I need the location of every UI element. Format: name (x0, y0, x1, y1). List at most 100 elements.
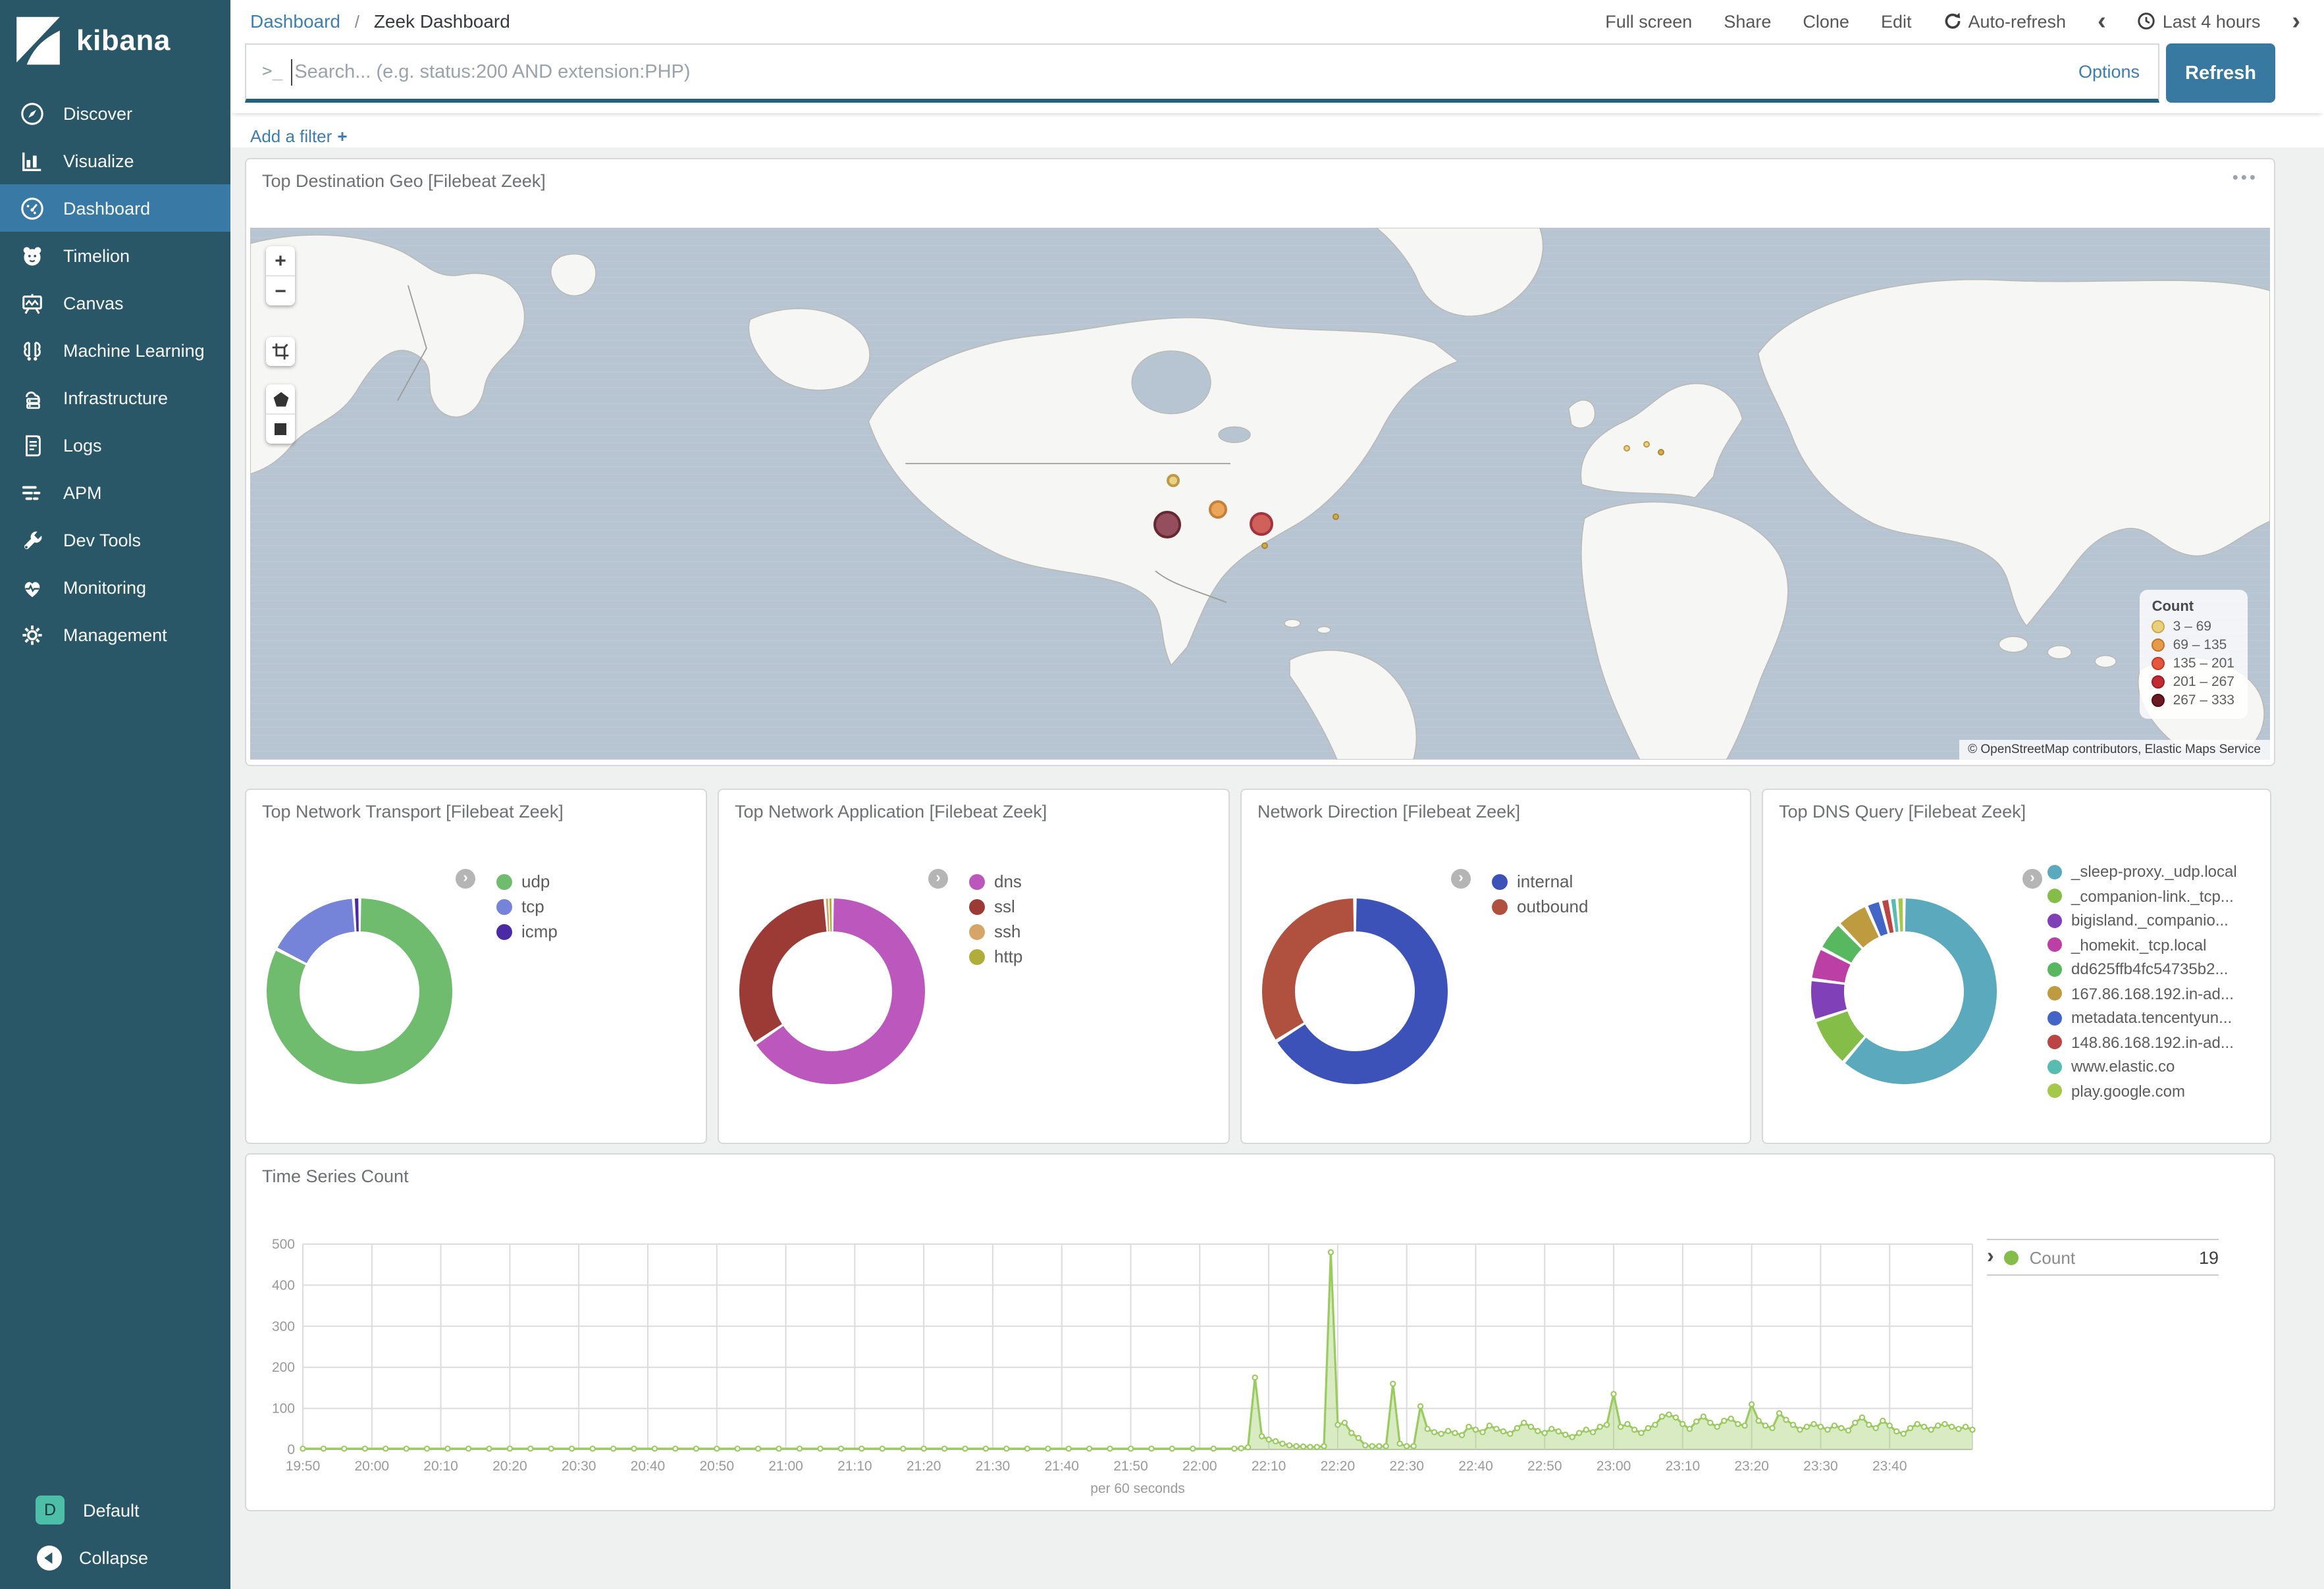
legend-swatch (496, 924, 512, 939)
fit-bounds-crop-button[interactable] (266, 337, 295, 366)
sidebar-item-apm[interactable]: APM (0, 469, 230, 516)
donut-slice-dns[interactable] (756, 899, 925, 1084)
legend-item[interactable]: 148.86.168.192.in-ad... (2047, 1030, 2237, 1055)
map-circle-marker[interactable] (1643, 440, 1651, 448)
legend-item[interactable]: _sleep-proxy._udp.local (2047, 860, 2237, 884)
svg-text:23:20: 23:20 (1734, 1459, 1769, 1474)
sidebar-item-dev-tools[interactable]: Dev Tools (0, 516, 230, 563)
donut-slice-internal[interactable] (1277, 899, 1448, 1084)
sidebar-item-management[interactable]: Management (0, 611, 230, 658)
donut-slice-148.86.168.192.in-ad...[interactable] (1882, 900, 1894, 933)
panel-top-destination-geo: Top Destination Geo [Filebeat Zeek] ••• (245, 158, 2275, 766)
donut-slice-_homekit._tcp.local[interactable] (1812, 950, 1851, 983)
legend-item[interactable]: tcp (496, 894, 558, 919)
legend-toggle-icon[interactable]: › (456, 869, 475, 889)
legend-item[interactable]: _companion-link._tcp... (2047, 884, 2237, 908)
legend-item[interactable]: internal (1492, 869, 1588, 894)
time-range-next-button[interactable]: › (2292, 7, 2300, 35)
panel-options-icon[interactable]: ••• (2232, 167, 2258, 187)
clone-button[interactable]: Clone (1803, 11, 1849, 31)
legend-item[interactable]: www.elastic.co (2047, 1055, 2237, 1079)
sidebar-item-machine-learning[interactable]: Machine Learning (0, 326, 230, 374)
breadcrumb-dashboard-link[interactable]: Dashboard (250, 11, 340, 32)
dashboard-grid: Top Destination Geo [Filebeat Zeek] ••• (230, 147, 2324, 1589)
map-circle-marker[interactable] (1167, 474, 1180, 488)
time-range-picker[interactable]: Last 4 hours (2138, 11, 2260, 31)
full-screen-button[interactable]: Full screen (1605, 11, 1693, 31)
donut-slice-metadata.tencentyun...[interactable] (1868, 902, 1888, 937)
donut-slice-ssl[interactable] (739, 899, 828, 1042)
sidebar-item-timelion[interactable]: Timelion (0, 232, 230, 279)
draw-rectangle-button[interactable] (266, 413, 295, 444)
donut-slice-167.86.168.192.in-ad...[interactable] (1840, 907, 1880, 948)
edit-button[interactable]: Edit (1880, 11, 1912, 31)
sidebar-item-dashboard[interactable]: Dashboard (0, 184, 230, 232)
legend-item[interactable]: _homekit._tcp.local (2047, 933, 2237, 957)
legend-toggle-icon[interactable]: › (2022, 869, 2042, 889)
draw-polygon-button[interactable] (266, 384, 295, 413)
svg-text:19:50: 19:50 (286, 1459, 321, 1474)
world-map[interactable]: + − (250, 228, 2270, 760)
apm-icon (18, 479, 45, 506)
legend-swatch (2047, 1010, 2062, 1026)
auto-refresh-button[interactable]: Auto-refresh (1943, 11, 2066, 31)
svg-text:21:20: 21:20 (907, 1459, 941, 1474)
zoom-out-button[interactable]: − (266, 275, 295, 305)
legend-item[interactable]: play.google.com (2047, 1079, 2237, 1103)
legend-item[interactable]: ssl (969, 894, 1022, 919)
legend-item[interactable]: metadata.tencentyun... (2047, 1006, 2237, 1030)
legend-swatch (2047, 1083, 2062, 1099)
svg-text:23:30: 23:30 (1803, 1459, 1838, 1474)
donut-slice-_companion-link._tcp...[interactable] (1816, 1010, 1865, 1061)
legend-item[interactable]: http (969, 944, 1022, 969)
map-circle-marker[interactable] (1209, 500, 1228, 519)
gear-icon (18, 621, 45, 648)
legend-item[interactable]: dns (969, 869, 1022, 894)
legend-swatch (2047, 889, 2062, 904)
options-link[interactable]: Options (2078, 62, 2140, 82)
sidebar-item-monitoring[interactable]: Monitoring (0, 563, 230, 611)
legend-swatch (2047, 913, 2062, 928)
legend-toggle-icon[interactable]: › (1451, 869, 1471, 889)
legend-item[interactable]: bigisland._companio... (2047, 908, 2237, 933)
legend-item[interactable]: ssh (969, 919, 1022, 944)
sidebar-item-default-space[interactable]: D Default (0, 1486, 230, 1534)
sidebar-item-infrastructure[interactable]: Infrastructure (0, 374, 230, 421)
legend-swatch (496, 873, 512, 889)
dashboard-menu: Full screen Share Clone Edit Auto-refres… (1605, 9, 2300, 34)
refresh-button[interactable]: Refresh (2166, 43, 2275, 103)
map-controls: + − (266, 246, 295, 444)
share-button[interactable]: Share (1724, 11, 1772, 31)
add-filter-link[interactable]: Add a filter + (250, 126, 348, 145)
legend-item[interactable]: udp (496, 869, 558, 894)
map-circle-marker[interactable] (1261, 542, 1269, 550)
donut-slice-_sleep-proxy._udp.local[interactable] (1845, 899, 1997, 1084)
search-input[interactable] (292, 45, 2078, 98)
map-circle-marker[interactable] (1623, 445, 1630, 452)
sidebar-item-logs[interactable]: Logs (0, 421, 230, 469)
map-circle-marker[interactable] (1249, 511, 1273, 536)
legend-item[interactable]: outbound (1492, 894, 1588, 919)
svg-text:22:10: 22:10 (1252, 1459, 1286, 1474)
legend-toggle-icon[interactable]: › (928, 869, 948, 889)
legend-item-count[interactable]: › Count 19 (1987, 1239, 2219, 1276)
donut-slice-tcp[interactable] (277, 899, 356, 964)
donut-slice-bigisland._companio...[interactable] (1811, 981, 1847, 1019)
map-circle-marker[interactable] (1332, 513, 1339, 521)
donut-slice-dd625ffb4fc54735b2...[interactable] (1822, 925, 1862, 964)
kibana-logo[interactable]: kibana (0, 0, 230, 79)
map-circle-marker[interactable] (1657, 449, 1664, 456)
sidebar-item-collapse[interactable]: Collapse (0, 1534, 230, 1581)
legend-item[interactable]: 167.86.168.192.in-ad... (2047, 981, 2237, 1006)
legend-item[interactable]: icmp (496, 919, 558, 944)
zoom-in-button[interactable]: + (266, 246, 295, 275)
legend-item[interactable]: dd625ffb4fc54735b2... (2047, 957, 2237, 981)
sidebar-item-canvas[interactable]: Canvas (0, 279, 230, 326)
donut-slice-udp[interactable] (267, 899, 452, 1084)
map-circle-marker[interactable] (1153, 511, 1182, 539)
sidebar-item-visualize[interactable]: Visualize (0, 137, 230, 184)
donut-slice-outbound[interactable] (1262, 899, 1354, 1040)
panel-title: Top Network Application [Filebeat Zeek] (735, 802, 1047, 821)
sidebar-item-discover[interactable]: Discover (0, 90, 230, 137)
time-range-prev-button[interactable]: ‹ (2098, 7, 2106, 35)
